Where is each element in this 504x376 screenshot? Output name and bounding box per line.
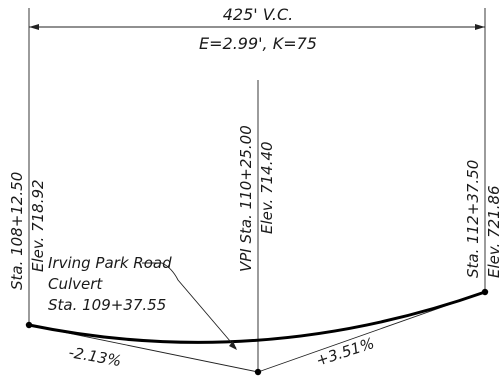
left-grade-label: -2.13%: [67, 343, 122, 370]
pvt-elevation-label: Elev. 721.86: [485, 185, 503, 278]
pvc-elevation-label: Elev. 718.92: [29, 179, 47, 272]
e-k-label: E=2.99', K=75: [199, 34, 317, 53]
pvt-station-label: Sta. 112+37.50: [464, 160, 482, 278]
culvert-road-label: Irving Park Road: [48, 254, 172, 272]
vpi-point: [254, 368, 262, 376]
culvert-station-label: Sta. 109+37.55: [48, 296, 166, 314]
right-grade-label: +3.51%: [314, 334, 377, 370]
vpi-elevation-label: Elev. 714.40: [258, 141, 276, 234]
culvert-label: Culvert: [48, 275, 103, 293]
vertical-curve: [28, 290, 486, 344]
culvert-leader-line: [142, 262, 237, 349]
pvc-point: [25, 321, 33, 329]
culvert-leader-arrow: [229, 341, 237, 350]
vc-length-label: 425' V.C.: [223, 5, 293, 24]
pvt-point: [481, 288, 489, 296]
vpi-station-label: VPI Sta. 110+25.00: [237, 125, 255, 272]
pvc-station-label: Sta. 108+12.50: [8, 172, 26, 290]
